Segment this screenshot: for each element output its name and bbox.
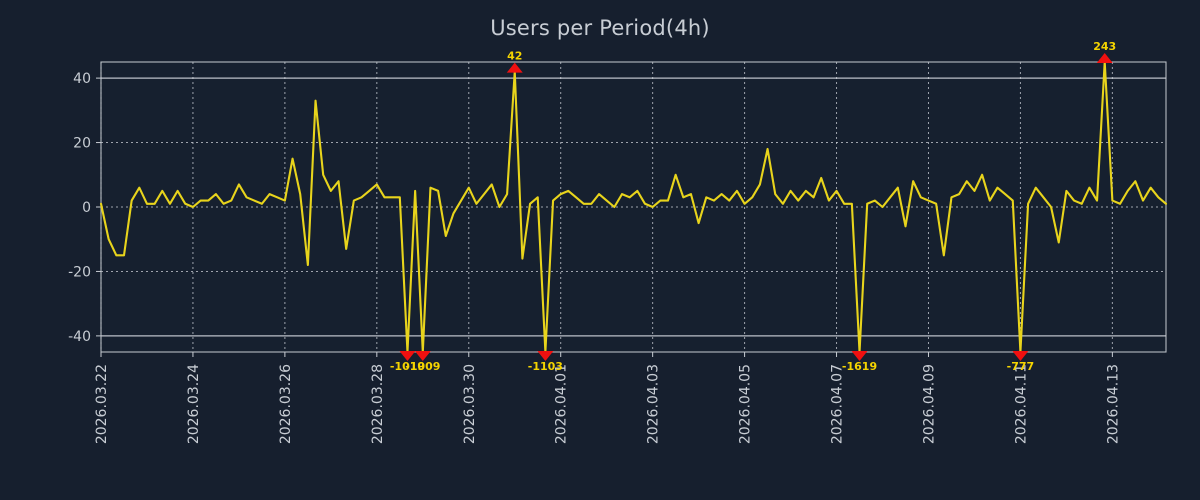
y-axis-tick-label: 0 bbox=[82, 200, 91, 216]
anomaly-marker[interactable] bbox=[506, 62, 523, 73]
x-axis-tick-label: 2026.03.28 bbox=[370, 364, 386, 444]
data-series-line bbox=[99, 60, 1168, 354]
anomaly-marker[interactable] bbox=[1096, 53, 1113, 63]
anomaly-marker[interactable] bbox=[537, 351, 554, 361]
x-axis-tick-label: 2026.03.30 bbox=[462, 364, 478, 444]
y-axis-tick-label: -40 bbox=[68, 329, 91, 345]
y-axis-tick-label: 40 bbox=[73, 71, 91, 87]
x-axis-tick-label: 2026.03.24 bbox=[186, 364, 202, 444]
anomaly-marker[interactable] bbox=[414, 351, 431, 361]
x-axis-tick-label: 2026.04.09 bbox=[921, 364, 937, 444]
anomaly-value-label: -777 bbox=[1007, 360, 1035, 373]
anomaly-value-label: 243 bbox=[1093, 40, 1116, 53]
anomaly-marker[interactable] bbox=[851, 351, 868, 361]
anomaly-marker[interactable] bbox=[399, 351, 416, 361]
x-axis-tick-label: 2026.04.05 bbox=[738, 364, 754, 444]
anomaly-value-label: -1619 bbox=[842, 360, 877, 373]
anomaly-value-label: 42 bbox=[507, 50, 522, 63]
anomaly-value-label: -1019 bbox=[390, 360, 425, 373]
anomaly-marker[interactable] bbox=[1012, 351, 1029, 361]
anomaly-value-label: -1009 bbox=[405, 360, 440, 373]
x-axis-tick-label: 2026.03.26 bbox=[278, 364, 294, 444]
chart-title: Users per Period(4h) bbox=[490, 16, 710, 40]
x-axis-tick-label: 2026.04.13 bbox=[1105, 364, 1121, 444]
x-axis-tick-label: 2026.04.07 bbox=[830, 364, 846, 444]
x-axis-tick-label: 2026.04.03 bbox=[646, 364, 662, 444]
x-axis-tick-label: 2026.03.22 bbox=[94, 364, 110, 444]
y-axis-tick-label: 20 bbox=[73, 136, 91, 152]
x-axis-tick-label: 2026.04.11 bbox=[1013, 364, 1029, 444]
anomaly-value-label: -1103 bbox=[528, 360, 563, 373]
y-axis-tick-label: -20 bbox=[68, 264, 91, 280]
x-axis-tick-label: 2026.04.01 bbox=[554, 364, 570, 444]
plot-background bbox=[101, 62, 1166, 352]
